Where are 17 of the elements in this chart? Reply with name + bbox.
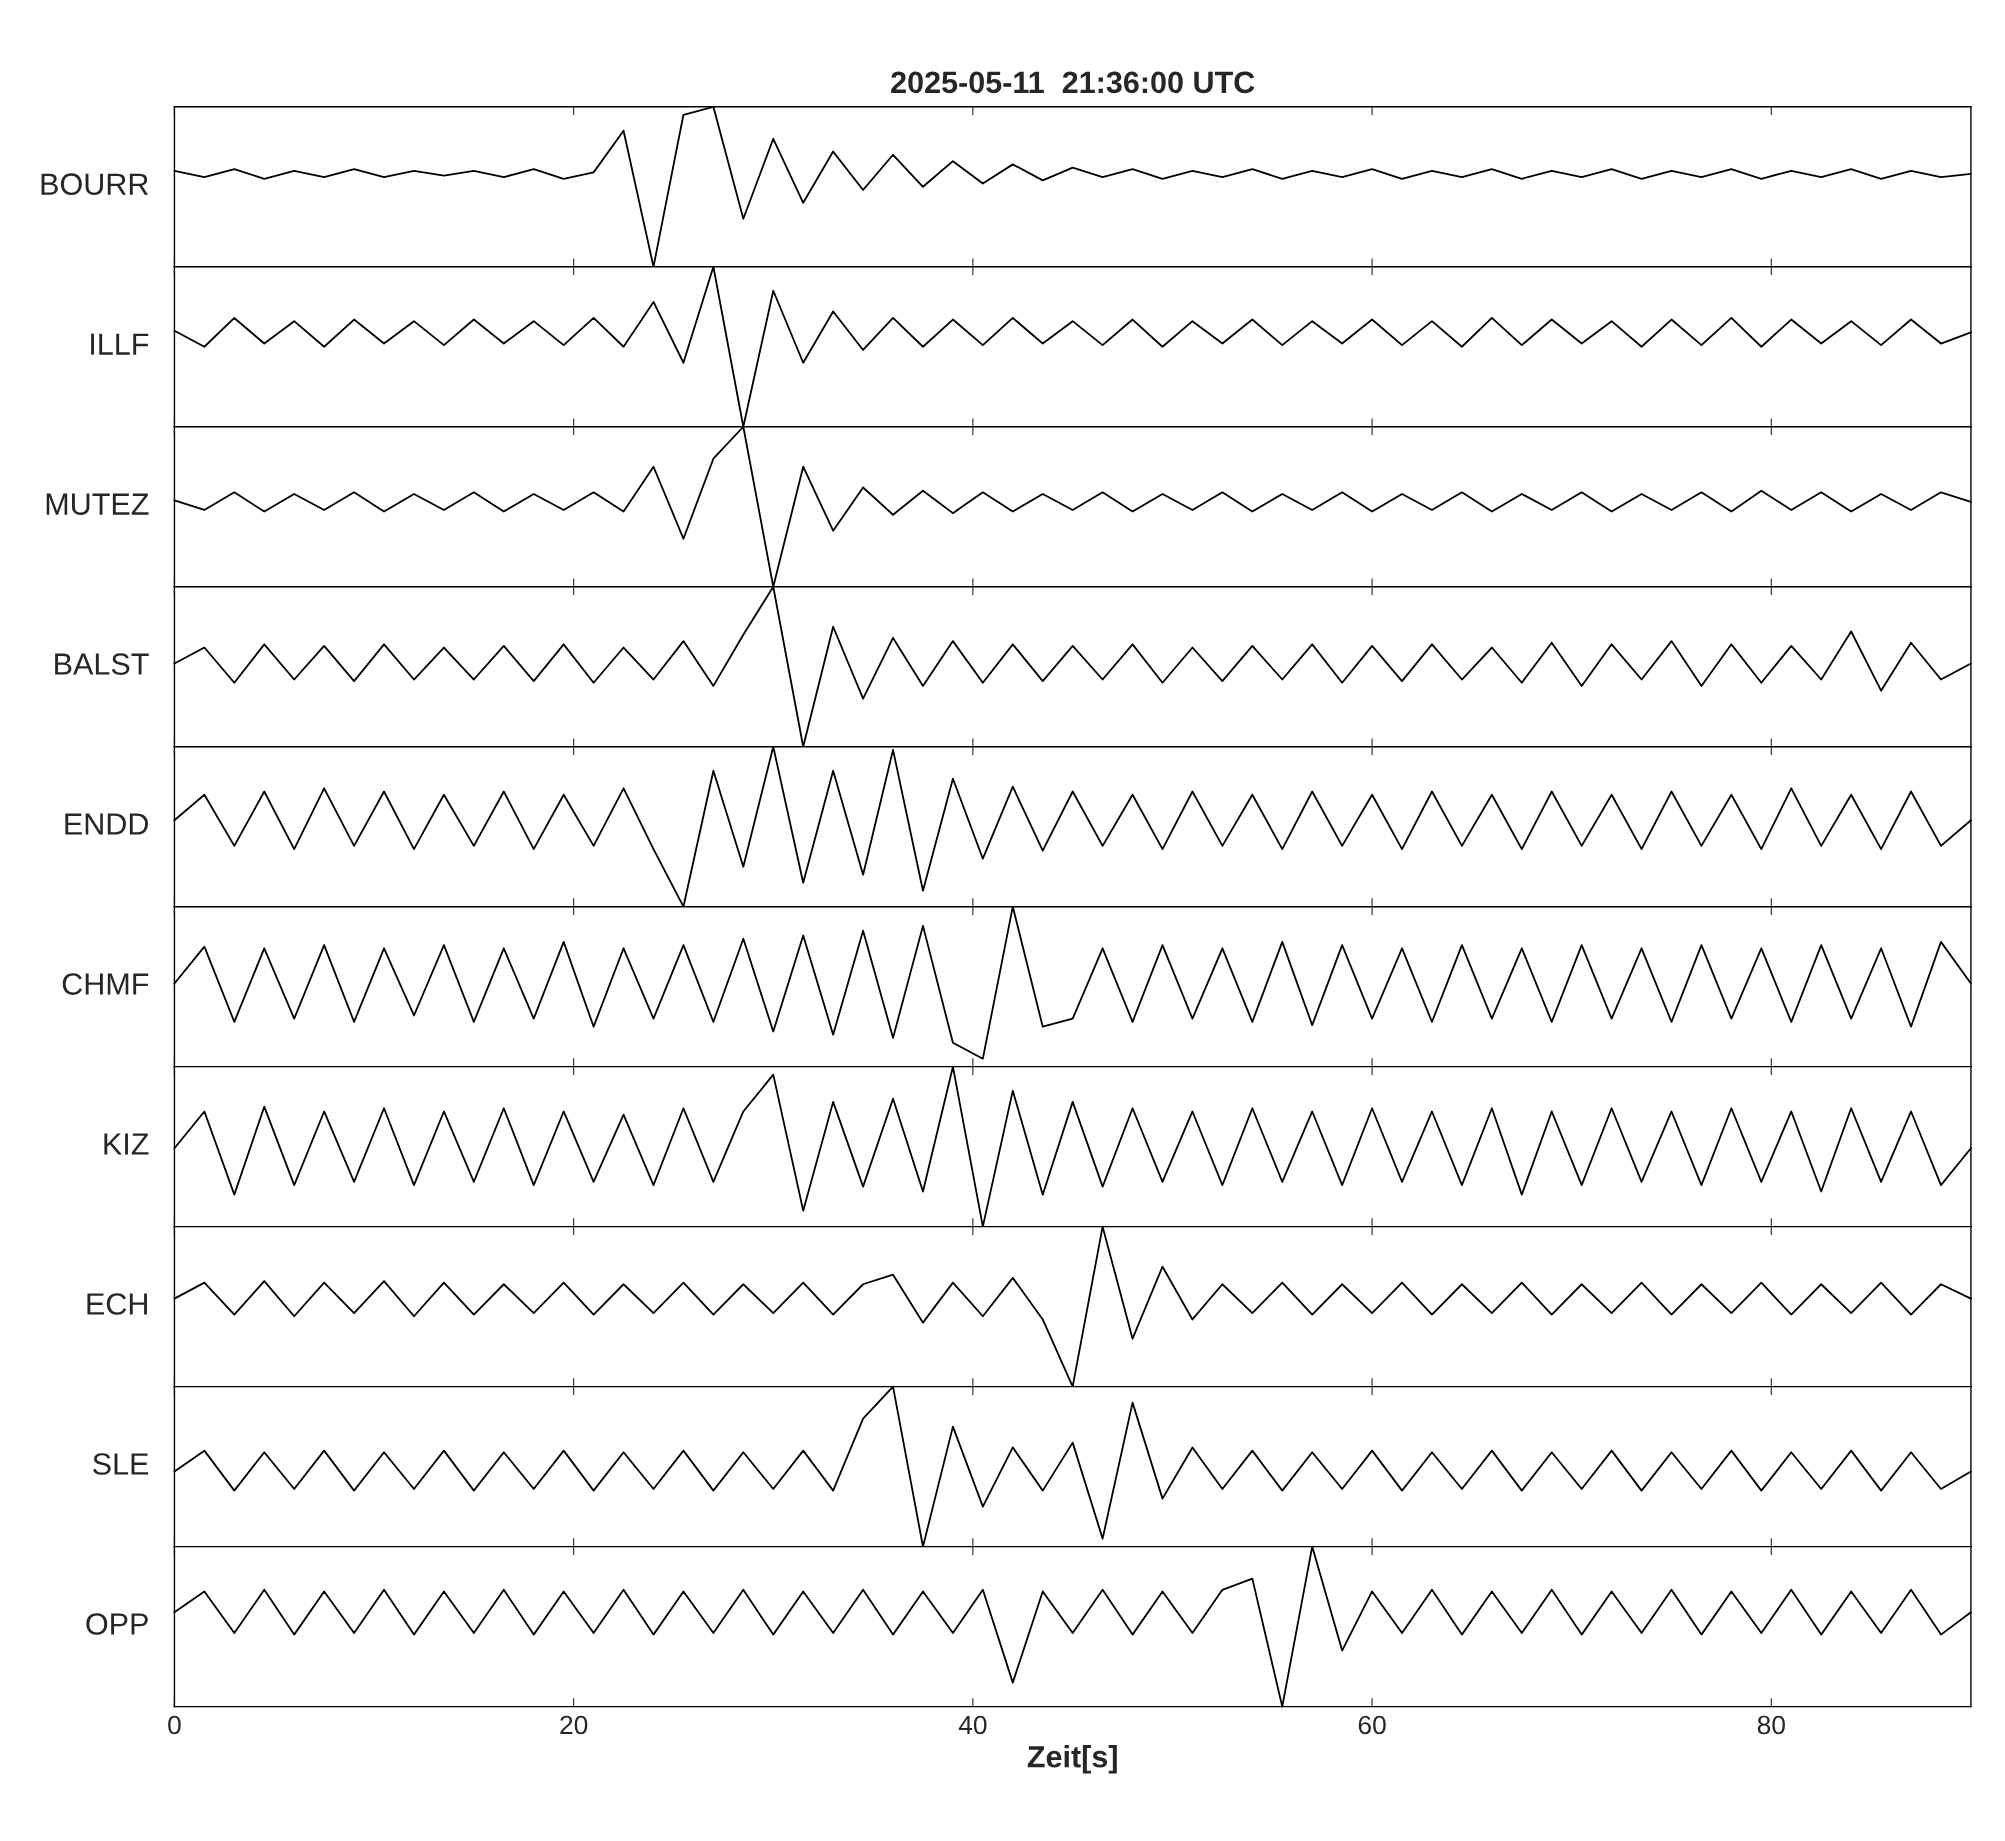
x-tick-label: 80 [1757, 1715, 1785, 1735]
y-axis-title: BALST [55, 653, 149, 675]
y-axis-title: ILLF [91, 333, 149, 355]
x-tick-label: 40 [958, 1715, 987, 1735]
x-tick-label: 60 [1358, 1715, 1386, 1735]
y-axis-title: ECH [87, 1293, 147, 1315]
chart-title: 2025-05-11 21:36:00 UTC [891, 71, 1255, 94]
x-axis-title: Zeit[s] [1027, 1745, 1117, 1774]
y-axis-title: KIZ [104, 1133, 149, 1155]
y-axis-title: MUTEZ [46, 493, 149, 515]
x-tick-label: 0 [168, 1715, 181, 1735]
y-axis-title: OPP [86, 1613, 148, 1635]
y-axis-title: BOURR [41, 173, 149, 195]
y-axis-title: ENDD [65, 813, 148, 835]
x-tick-label: 20 [560, 1715, 588, 1735]
y-axis-title: CHMF [62, 973, 149, 995]
y-axis-title: SLE [93, 1453, 149, 1475]
